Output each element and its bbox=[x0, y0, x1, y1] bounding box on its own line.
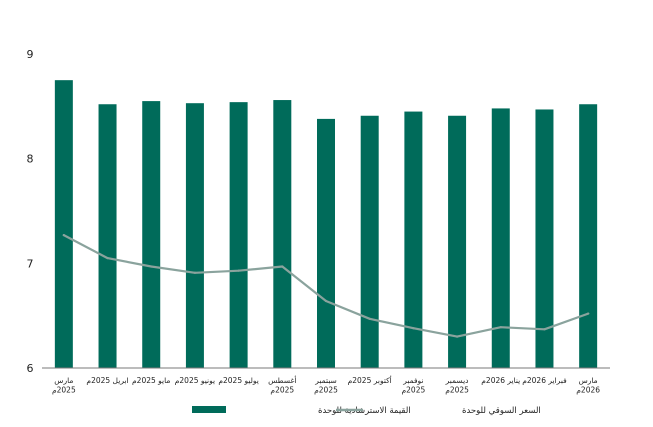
x-tick-label: مارس 2026م bbox=[576, 376, 600, 395]
bar bbox=[54, 80, 73, 369]
x-tick-label-line: 2025م bbox=[52, 386, 76, 395]
x-tick-label: أغسطس 2025م bbox=[268, 375, 296, 395]
y-tick-label: 6 bbox=[27, 362, 34, 375]
x-tick-label-line: مارس bbox=[579, 376, 598, 385]
legend-label-line: السعر السوقي للوحدة bbox=[462, 406, 541, 416]
x-tick-label: نوفمبر 2025م bbox=[402, 376, 426, 395]
line-point bbox=[368, 317, 371, 320]
y-axis: 6 7 8 9 bbox=[27, 48, 34, 375]
x-tick-label: يوليو 2025م bbox=[218, 376, 259, 385]
line-point bbox=[62, 233, 65, 237]
x-tick-label-line: 2025م bbox=[314, 386, 338, 395]
bar bbox=[98, 104, 117, 369]
x-tick-label-line: يوليو 2025م bbox=[218, 376, 259, 385]
legend: القيمة الاسترشادية للوحدة السعر السوقي لل… bbox=[192, 406, 541, 416]
x-tick-label-line: 2025م bbox=[402, 386, 426, 395]
bar bbox=[142, 101, 161, 368]
line-point bbox=[106, 257, 109, 260]
x-tick-label: ديسمبر 2025م bbox=[445, 376, 470, 395]
x-tick-label: فبراير 2026م bbox=[522, 376, 567, 385]
legend-swatch-bar bbox=[192, 406, 226, 413]
bar bbox=[273, 100, 292, 368]
x-tick-label-line: 2025م bbox=[445, 386, 469, 395]
x-tick-label-line: فبراير 2026م bbox=[522, 376, 567, 385]
line-point bbox=[543, 328, 546, 331]
bar bbox=[404, 111, 423, 369]
x-tick-label-line: يونيو 2025م bbox=[175, 376, 215, 385]
x-tick-label: ابريل 2025م bbox=[86, 376, 128, 385]
x-tick-label-line: مايو 2025م bbox=[132, 376, 170, 385]
line-point bbox=[193, 271, 197, 274]
x-tick-label-line: ديسمبر bbox=[445, 376, 469, 385]
legend-label-bar: القيمة الاسترشادية للوحدة bbox=[318, 406, 411, 416]
line-point bbox=[455, 335, 459, 338]
bar bbox=[535, 109, 554, 369]
line-point bbox=[412, 327, 415, 330]
line-point bbox=[324, 299, 328, 303]
bar bbox=[491, 108, 510, 368]
line-point bbox=[587, 312, 590, 315]
bar bbox=[229, 102, 248, 368]
bar bbox=[448, 115, 467, 369]
x-tick-label: يناير 2026م bbox=[481, 376, 520, 385]
line-point bbox=[281, 265, 284, 268]
x-tick-label-line: 2025م bbox=[270, 386, 294, 395]
x-tick-label-line: نوفمبر bbox=[402, 376, 423, 385]
x-tick-label: أكتوبر 2025م bbox=[348, 375, 392, 385]
x-tick-label-line: سبتمبر bbox=[314, 376, 337, 385]
x-tick-label-line: ابريل 2025م bbox=[86, 376, 128, 385]
line-series bbox=[62, 233, 590, 338]
bar bbox=[360, 115, 379, 369]
x-tick-label-line: 2026م bbox=[576, 386, 600, 395]
y-tick-label: 8 bbox=[27, 153, 34, 166]
bar-series bbox=[54, 80, 598, 369]
bar bbox=[185, 103, 204, 369]
x-tick-label: يونيو 2025م bbox=[175, 376, 215, 385]
x-tick-label: سبتمبر 2025م bbox=[314, 376, 338, 395]
bar bbox=[317, 118, 335, 368]
x-tick-label: مايو 2025م bbox=[132, 376, 170, 385]
x-tick-label-line: أغسطس bbox=[268, 375, 296, 385]
x-tick-label: مارس 2025م bbox=[52, 376, 76, 395]
line-point bbox=[499, 326, 502, 329]
x-tick-label-line: أكتوبر 2025م bbox=[348, 375, 392, 385]
bar bbox=[579, 104, 598, 369]
y-tick-label: 9 bbox=[27, 48, 34, 61]
line-point bbox=[237, 269, 240, 272]
y-tick-label: 7 bbox=[27, 257, 34, 270]
x-tick-label-line: مارس bbox=[54, 376, 73, 385]
x-tick-label-line: يناير 2026م bbox=[481, 376, 520, 385]
line-point bbox=[150, 265, 153, 268]
